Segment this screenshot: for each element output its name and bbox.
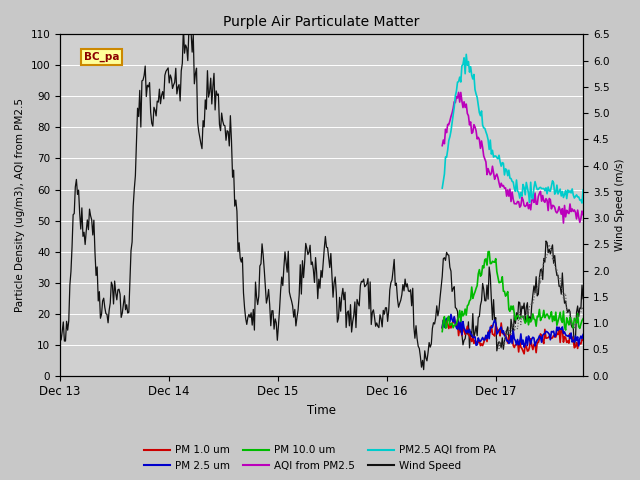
Text: BC_pa: BC_pa [84,52,119,62]
Title: Purple Air Particulate Matter: Purple Air Particulate Matter [223,15,420,29]
Legend: PM 1.0 um, PM 2.5 um, PM 10.0 um, AQI from PM2.5, PM2.5 AQI from PA, Wind Speed: PM 1.0 um, PM 2.5 um, PM 10.0 um, AQI fr… [140,441,500,475]
Y-axis label: Wind Speed (m/s): Wind Speed (m/s) [615,159,625,251]
Y-axis label: Particle Density (ug/m3), AQI from PM2.5: Particle Density (ug/m3), AQI from PM2.5 [15,98,25,312]
X-axis label: Time: Time [307,404,336,417]
